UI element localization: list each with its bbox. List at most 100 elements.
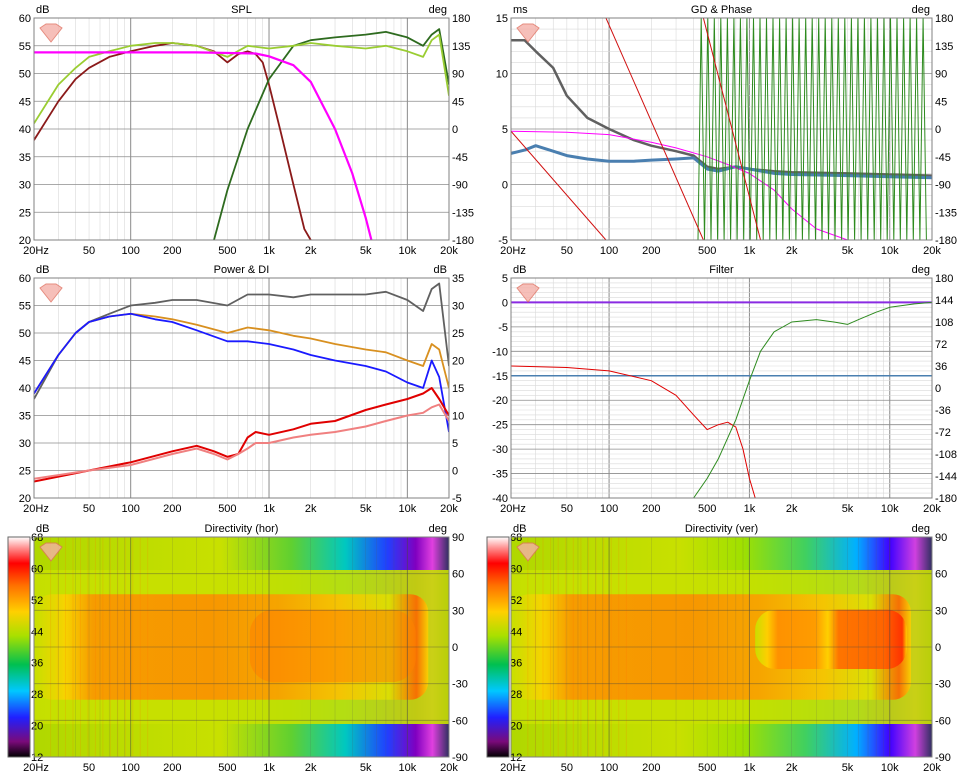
y2-axis-unit: dB xyxy=(434,264,447,276)
y2-tick-label: 20 xyxy=(452,356,464,368)
y-tick-label: 60 xyxy=(19,13,31,25)
y2-tick-label: 0 xyxy=(452,466,458,478)
y-axis-unit: dB xyxy=(36,4,49,16)
x-tick-label: 20k xyxy=(440,762,458,774)
y-tick-label: 40 xyxy=(19,124,31,136)
chart-title: Directivity (ver) xyxy=(685,523,758,535)
y2-tick-label: -90 xyxy=(452,180,468,192)
plot-frame xyxy=(33,536,450,758)
y2-tick-label: -144 xyxy=(935,471,957,483)
series-group xyxy=(511,301,932,498)
x-tick-label: 5k xyxy=(360,245,372,257)
chart-title: GD & Phase xyxy=(691,4,752,16)
y-tick-label: -35 xyxy=(492,469,508,481)
y-tick-label: 45 xyxy=(19,356,31,368)
y-tick-label: 40 xyxy=(19,383,31,395)
x-tick-label: 50 xyxy=(561,762,573,774)
chart-dir_ver: 12 20 28 36 44 52 60 68 -90 -60 -30 0 30 60 90 20Hz 50 10… xyxy=(486,523,951,774)
y-axis-unit: dB xyxy=(513,523,526,535)
y-tick-label: -5 xyxy=(498,322,508,334)
y-tick-label: 50 xyxy=(19,328,31,340)
y2-tick-label: 0 xyxy=(452,124,458,136)
x-tick-label: 1k xyxy=(744,503,756,515)
y2-tick-label: -5 xyxy=(452,493,462,505)
x-tick-label: 5k xyxy=(842,245,854,257)
colorbar-tick-label: 28 xyxy=(31,689,43,701)
y2-tick-label: -72 xyxy=(935,427,951,439)
x-tick-label: 100 xyxy=(122,245,140,257)
y2-tick-label: 90 xyxy=(935,532,947,544)
x-tick-label: 5k xyxy=(842,503,854,515)
y2-tick-label: -30 xyxy=(452,679,468,691)
x-tick-label: 20Hz xyxy=(500,762,526,774)
x-tick-label: 2k xyxy=(786,503,798,515)
y-tick-label: -20 xyxy=(492,395,508,407)
x-tick-label: 100 xyxy=(122,762,140,774)
y2-tick-label: 10 xyxy=(452,411,464,423)
series-group xyxy=(34,282,449,483)
plot-frame xyxy=(33,277,450,499)
y-tick-label: -25 xyxy=(492,420,508,432)
logo-icon xyxy=(39,283,63,303)
y2-tick-label: -135 xyxy=(452,207,474,219)
x-tick-label: 2k xyxy=(305,245,317,257)
y2-tick-label: -45 xyxy=(452,152,468,164)
colorbar-tick-label: 20 xyxy=(510,721,522,733)
x-tick-label: 5k xyxy=(360,503,372,515)
x-tick-label: 500 xyxy=(698,245,716,257)
logo-icon xyxy=(516,283,540,303)
y2-tick-label: 135 xyxy=(935,41,953,53)
heatmap-lobe xyxy=(249,609,416,683)
x-tick-label: 100 xyxy=(122,503,140,515)
chart-title: SPL xyxy=(231,4,252,16)
y2-tick-label: -135 xyxy=(935,207,957,219)
x-tick-label: 2k xyxy=(786,245,798,257)
y-tick-label: 0 xyxy=(502,297,508,309)
x-tick-label: 10k xyxy=(881,762,899,774)
x-tick-label: 200 xyxy=(163,245,181,257)
colorbar-tick-label: 68 xyxy=(510,532,522,544)
y-tick-label: 55 xyxy=(19,301,31,313)
x-tick-label: 20k xyxy=(923,762,941,774)
x-tick-label: 20Hz xyxy=(23,245,49,257)
x-tick-label: 1k xyxy=(263,245,275,257)
y2-tick-label: -180 xyxy=(452,235,474,247)
y2-tick-label: 90 xyxy=(935,69,947,81)
y2-tick-label: 0 xyxy=(935,642,941,654)
y2-tick-label: 180 xyxy=(935,273,953,285)
x-tick-label: 50 xyxy=(83,245,95,257)
y2-tick-label: -30 xyxy=(935,679,951,691)
colorbar-tick-label: 36 xyxy=(31,658,43,670)
logo-icon xyxy=(39,542,63,562)
y-axis-unit: dB xyxy=(513,264,526,276)
y2-tick-label: 0 xyxy=(935,124,941,136)
y-tick-label: 30 xyxy=(19,438,31,450)
x-tick-label: 20Hz xyxy=(23,503,49,515)
y2-tick-label: 30 xyxy=(935,605,947,617)
y-tick-label: 50 xyxy=(19,69,31,81)
y2-tick-label: -45 xyxy=(935,152,951,164)
x-tick-label: 5k xyxy=(360,762,372,774)
y2-axis-unit: deg xyxy=(912,4,930,16)
x-tick-label: 50 xyxy=(83,503,95,515)
y2-tick-label: 36 xyxy=(935,361,947,373)
y-tick-label: 35 xyxy=(19,152,31,164)
y2-tick-label: -90 xyxy=(935,752,951,764)
series-group xyxy=(34,28,449,240)
y2-tick-label: 60 xyxy=(452,569,464,581)
y2-axis-unit: deg xyxy=(429,523,447,535)
y-tick-label: -30 xyxy=(492,444,508,456)
x-tick-label: 200 xyxy=(642,503,660,515)
y2-tick-label: 0 xyxy=(452,642,458,654)
x-tick-label: 20k xyxy=(923,245,941,257)
x-tick-label: 500 xyxy=(218,245,236,257)
x-tick-label: 10k xyxy=(398,245,416,257)
colorbar-tick-label: 52 xyxy=(510,595,522,607)
series-lowpass xyxy=(511,365,756,498)
y2-tick-label: 45 xyxy=(452,96,464,108)
colorbar-tick-label: 52 xyxy=(31,595,43,607)
x-tick-label: 2k xyxy=(786,762,798,774)
y2-tick-label: 35 xyxy=(452,273,464,285)
